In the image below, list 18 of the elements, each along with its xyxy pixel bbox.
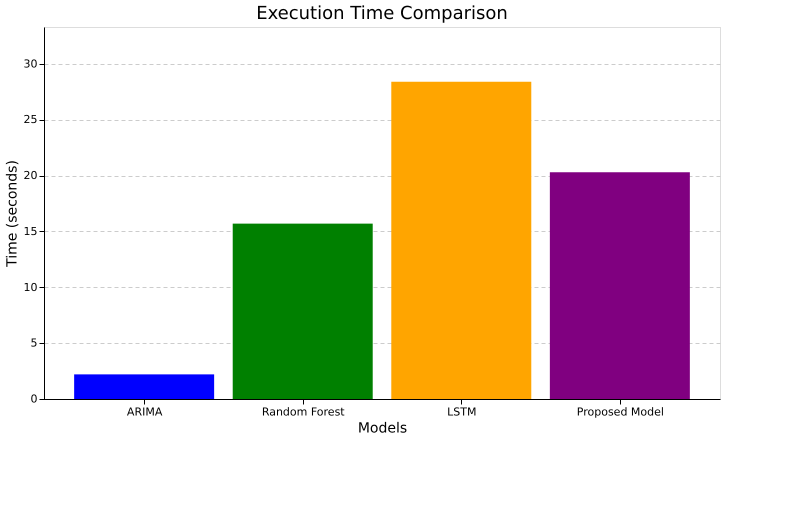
chart-title: Execution Time Comparison (256, 3, 508, 24)
y-axis-title: Time (seconds) (4, 160, 21, 268)
x-tick-label: Proposed Model (576, 406, 664, 418)
y-tick-label: 20 (24, 169, 38, 182)
y-tick-label: 30 (24, 57, 38, 70)
y-tick-label: 15 (24, 224, 38, 238)
bar (232, 224, 373, 399)
bar (550, 172, 690, 399)
x-tick-label: LSTM (447, 406, 476, 418)
x-tick-label: ARIMA (126, 406, 163, 418)
x-tick-label: Random Forest (262, 406, 346, 418)
y-tick-label: 5 (30, 336, 38, 350)
x-axis-title: Models (358, 420, 408, 436)
y-tick-label: 10 (24, 280, 38, 294)
bar (391, 82, 532, 399)
y-tick-label: 25 (24, 113, 38, 126)
y-tick-label: 0 (30, 392, 38, 406)
bar (74, 374, 214, 399)
